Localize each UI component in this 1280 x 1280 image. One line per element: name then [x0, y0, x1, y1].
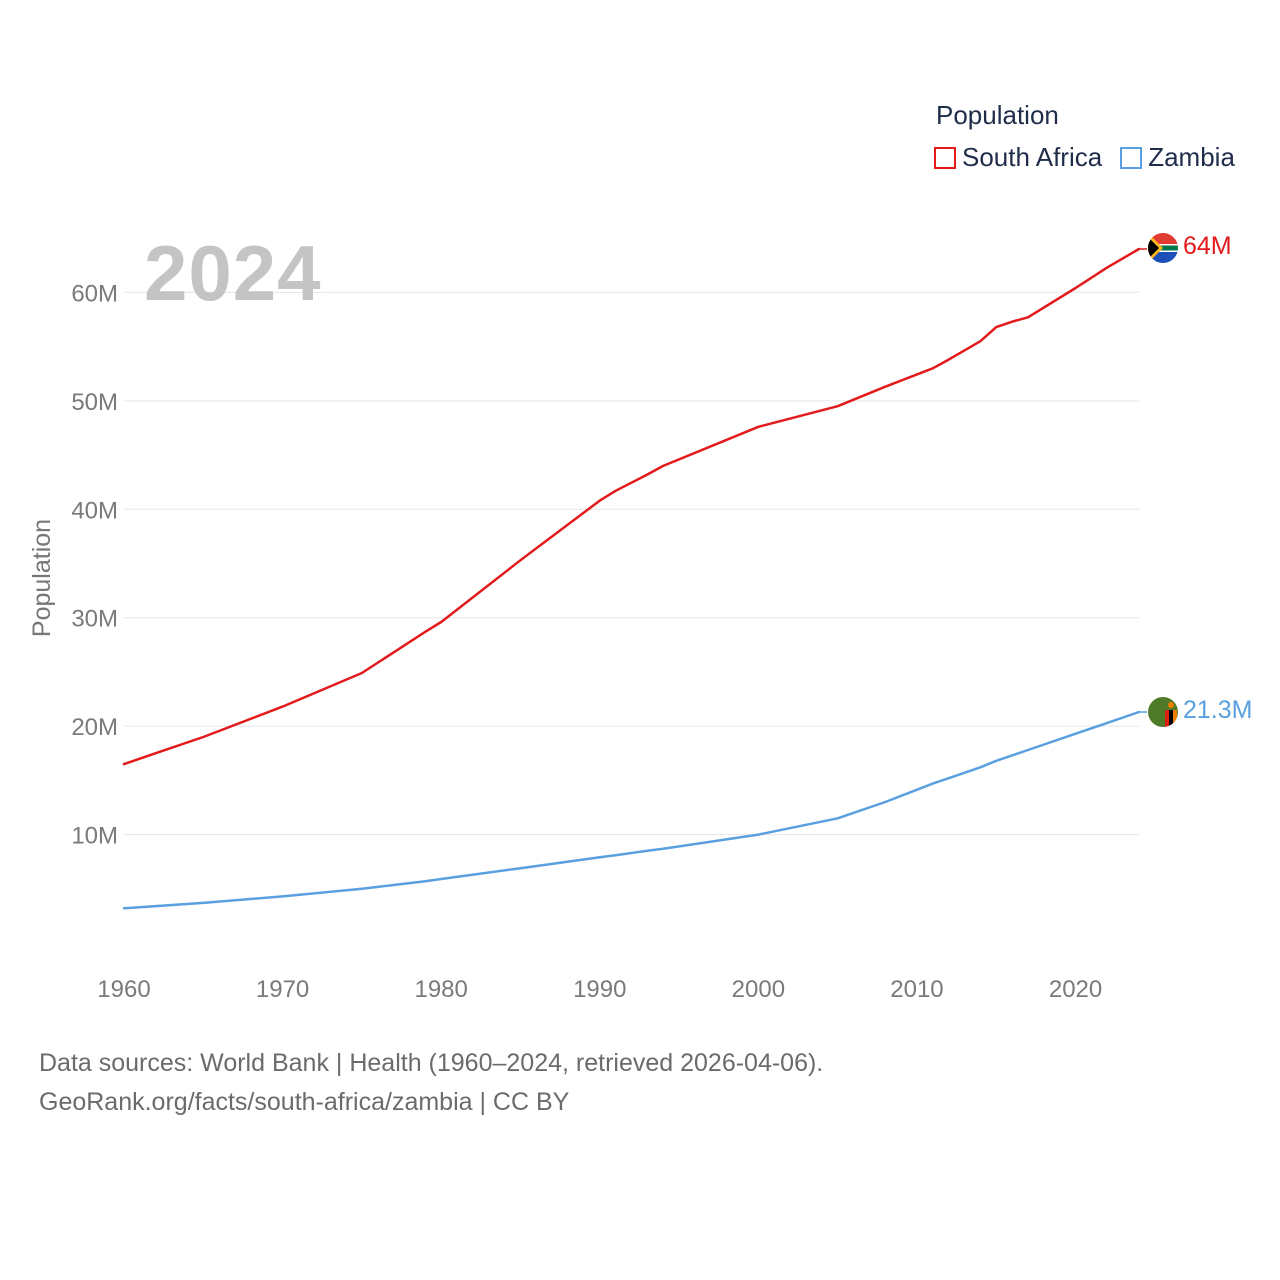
- south-africa-flag-icon: [1148, 233, 1178, 263]
- y-tick-label: 10M: [71, 823, 118, 850]
- legend-label-south-africa: South Africa: [962, 142, 1103, 172]
- y-axis-title: Population: [28, 519, 56, 637]
- y-tick-label: 60M: [71, 280, 118, 307]
- legend-item-zambia[interactable]: Zambia: [1120, 142, 1235, 173]
- legend-label-zambia: Zambia: [1148, 142, 1235, 172]
- y-tick-label: 50M: [71, 389, 118, 416]
- x-tick-label: 1960: [97, 976, 150, 1003]
- grid-lines: [124, 291, 1139, 836]
- current-year-label: 2024: [144, 229, 322, 317]
- footer-sources: Data sources: World Bank | Health (1960–…: [39, 1049, 824, 1077]
- legend-swatch-south-africa: [934, 146, 956, 169]
- series-line-south-africa[interactable]: [122, 247, 1141, 766]
- zambia-flag-icon: [1148, 697, 1178, 727]
- end-label-south-africa: 64M: [1183, 232, 1232, 260]
- x-tick-label: 1990: [573, 976, 626, 1003]
- x-tick-label: 1980: [414, 976, 467, 1003]
- x-tick-label: 2020: [1049, 976, 1102, 1003]
- y-tick-label: 20M: [71, 714, 118, 741]
- line-chart: 10M 20M 30M 40M 50M 60M 1960 1970 1980 1990 2000 2…: [28, 232, 1252, 1003]
- footer-link[interactable]: GeoRank.org/facts/south-africa/zambia | …: [39, 1088, 570, 1116]
- footer: Data sources: World Bank | Health (1960–…: [39, 1044, 823, 1122]
- end-label-zambia: 21.3M: [1183, 696, 1252, 724]
- y-tick-label: 30M: [71, 606, 118, 633]
- series-line-zambia[interactable]: [122, 710, 1141, 910]
- x-tick-label: 1970: [256, 976, 309, 1003]
- x-tick-label: 2010: [890, 976, 943, 1003]
- legend: South Africa Zambia: [934, 142, 1235, 173]
- legend-item-south-africa[interactable]: South Africa: [934, 142, 1102, 173]
- x-tick-label: 2000: [732, 976, 785, 1003]
- y-axis-ticks: 10M 20M 30M 40M 50M 60M: [71, 280, 118, 849]
- x-axis-ticks: 1960 1970 1980 1990 2000 2010 2020: [97, 976, 1102, 1003]
- legend-title: Population: [936, 100, 1059, 130]
- y-tick-label: 40M: [71, 497, 118, 524]
- legend-swatch-zambia: [1120, 146, 1143, 169]
- series-lines: [122, 247, 1147, 910]
